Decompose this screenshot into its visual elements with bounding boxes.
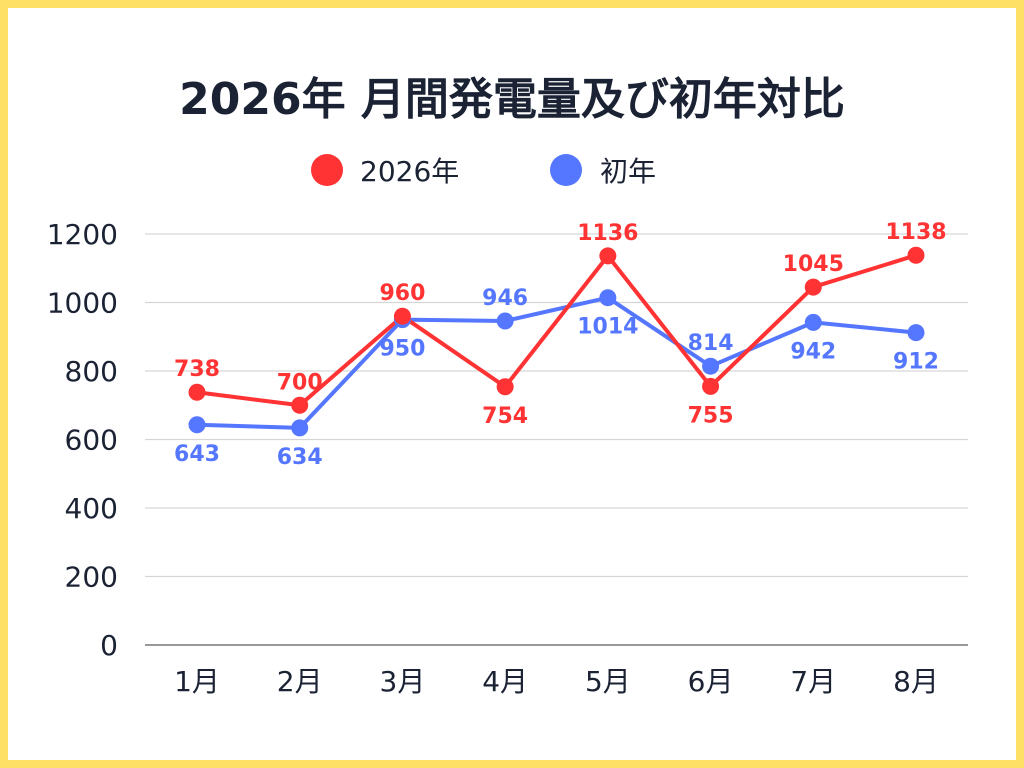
chart-title: 2026年 月間発電量及び初年対比	[179, 74, 845, 125]
data-point-1	[804, 313, 822, 331]
data-label-1: 946	[482, 286, 528, 311]
data-point-0	[496, 378, 514, 396]
x-tick-label: 1月	[174, 665, 220, 698]
y-tick-label: 800	[65, 355, 118, 388]
y-tick-label: 600	[65, 424, 118, 457]
data-label-0: 738	[174, 357, 220, 382]
y-tick-label: 0	[100, 629, 118, 662]
data-label-0: 1136	[577, 221, 638, 246]
data-label-1: 912	[893, 350, 939, 375]
series-line-0	[196, 253, 917, 408]
data-point-0	[804, 278, 822, 296]
data-point-0	[907, 246, 925, 264]
x-tick-label: 2月	[277, 665, 323, 698]
y-tick-label: 1000	[47, 287, 118, 320]
legend-marker-first-year	[550, 154, 582, 186]
series-line-1	[196, 295, 917, 430]
legend-label-2026: 2026年	[360, 155, 459, 188]
legend-label-first-year: 初年	[600, 155, 656, 188]
legend: 2026年 初年	[311, 154, 656, 188]
data-label-0: 1045	[783, 252, 844, 277]
data-label-0: 755	[688, 403, 734, 428]
data-label-1: 643	[174, 442, 220, 467]
data-label-1: 950	[379, 337, 425, 362]
data-point-1	[188, 416, 206, 434]
data-label-1: 814	[688, 331, 734, 356]
data-point-1	[599, 289, 617, 307]
data-point-1	[291, 419, 309, 437]
y-tick-label: 200	[65, 561, 118, 594]
data-label-0: 960	[379, 281, 425, 306]
data-point-0	[188, 383, 206, 401]
x-tick-label: 3月	[380, 665, 426, 698]
data-label-0: 700	[277, 370, 323, 395]
data-point-0	[393, 307, 411, 325]
x-tick-label: 5月	[585, 665, 631, 698]
data-labels: 738 700 960 754 1136 755 1045 1138 643 634 950 946 1…	[174, 220, 947, 470]
data-point-0	[702, 377, 720, 395]
gridlines	[145, 233, 968, 578]
data-label-1: 634	[277, 445, 323, 470]
y-tick-label: 1200	[47, 218, 118, 251]
x-tick-label: 6月	[688, 665, 734, 698]
legend-marker-2026	[311, 154, 343, 186]
data-point-1	[907, 324, 925, 342]
data-label-1: 942	[790, 339, 836, 364]
y-axis-ticks: 0 200 400 600 800 1000 1200	[47, 218, 118, 662]
data-label-0: 754	[482, 404, 528, 429]
data-point-0	[599, 247, 617, 265]
series-group	[188, 246, 925, 437]
y-tick-label: 400	[65, 492, 118, 525]
data-label-1: 1014	[577, 315, 638, 340]
data-point-0	[291, 396, 309, 414]
data-label-0: 1138	[885, 220, 946, 245]
data-point-1	[496, 312, 514, 330]
x-tick-label: 4月	[482, 665, 528, 698]
x-tick-label: 8月	[893, 665, 939, 698]
x-axis-ticks: 1月 2月 3月 4月 5月 6月 7月 8月	[174, 665, 939, 698]
data-point-1	[702, 357, 720, 375]
x-tick-label: 7月	[790, 665, 836, 698]
